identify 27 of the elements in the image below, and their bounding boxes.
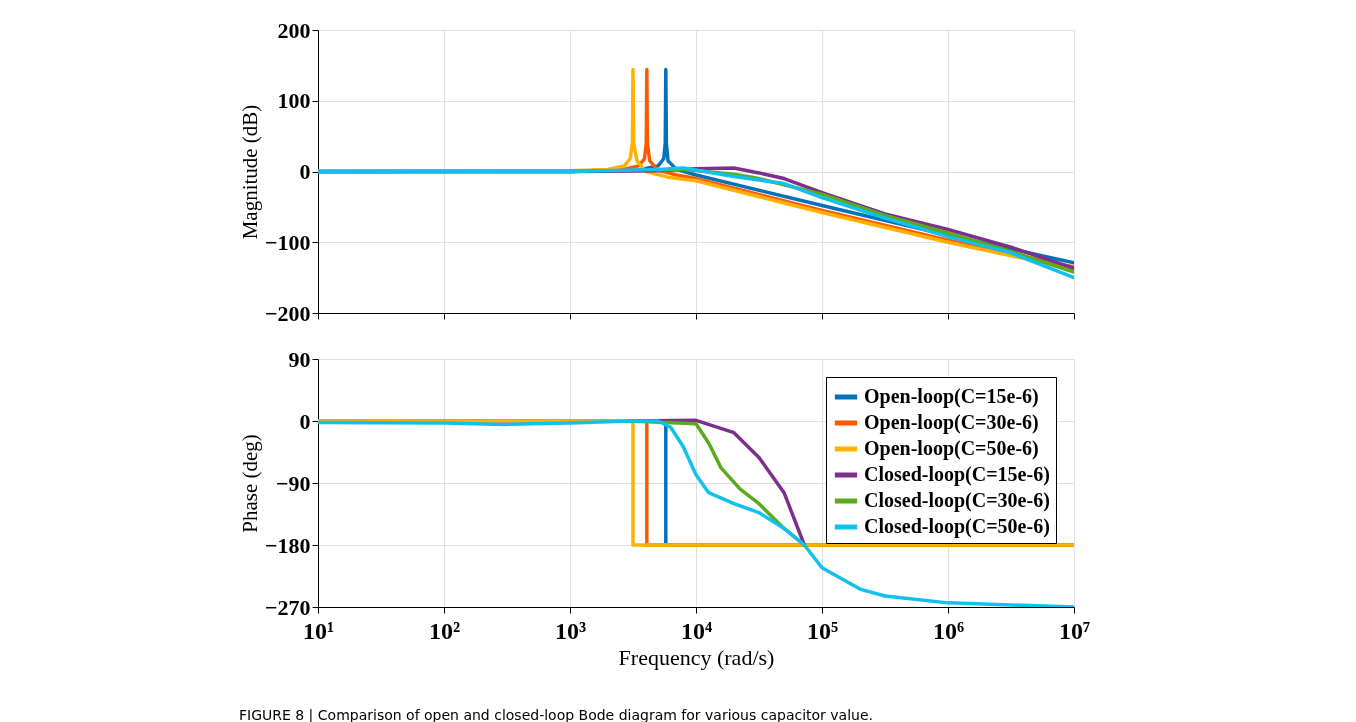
y-tick-label: 0 bbox=[299, 408, 311, 434]
legend-label: Open-loop(C=15e-6) bbox=[864, 385, 1039, 408]
legend-label: Open-loop(C=30e-6) bbox=[864, 411, 1039, 434]
y-tick-label: −90 bbox=[275, 470, 311, 496]
y-tick-label: 90 bbox=[288, 346, 311, 372]
x-tick-label: 10⁶ bbox=[932, 617, 965, 644]
legend-label: Closed-loop(C=15e-6) bbox=[864, 463, 1050, 486]
x-tick-label: 10⁴ bbox=[680, 617, 713, 644]
y-tick-label: 200 bbox=[277, 17, 311, 43]
x-tick-label: 10⁵ bbox=[806, 617, 839, 644]
y-tick-label: −200 bbox=[264, 300, 311, 326]
x-tick-label: 10² bbox=[428, 617, 461, 644]
legend-label: Closed-loop(C=50e-6) bbox=[864, 515, 1050, 538]
y-tick-label: 100 bbox=[277, 88, 311, 114]
x-axis-title: Frequency (rad/s) bbox=[618, 644, 775, 670]
x-tick-label: 10⁷ bbox=[1058, 617, 1091, 644]
x-tick-label: 10¹ bbox=[302, 617, 335, 644]
y-tick-label: 0 bbox=[299, 159, 311, 184]
y-axis-title: Magnitude (dB) bbox=[237, 104, 262, 240]
legend-label: Open-loop(C=50e-6) bbox=[864, 437, 1039, 460]
y-tick-label: −100 bbox=[264, 229, 311, 255]
y-tick-label: −180 bbox=[264, 532, 311, 558]
y-axis-title: Phase (deg) bbox=[237, 434, 262, 533]
y-tick-label: −270 bbox=[264, 594, 311, 620]
x-tick-label: 10³ bbox=[554, 617, 587, 644]
legend-label: Closed-loop(C=30e-6) bbox=[864, 489, 1050, 512]
caption: FIGURE 8 | Comparison of open and closed-loop Bode diagram for various capacitor value. bbox=[238, 706, 874, 722]
